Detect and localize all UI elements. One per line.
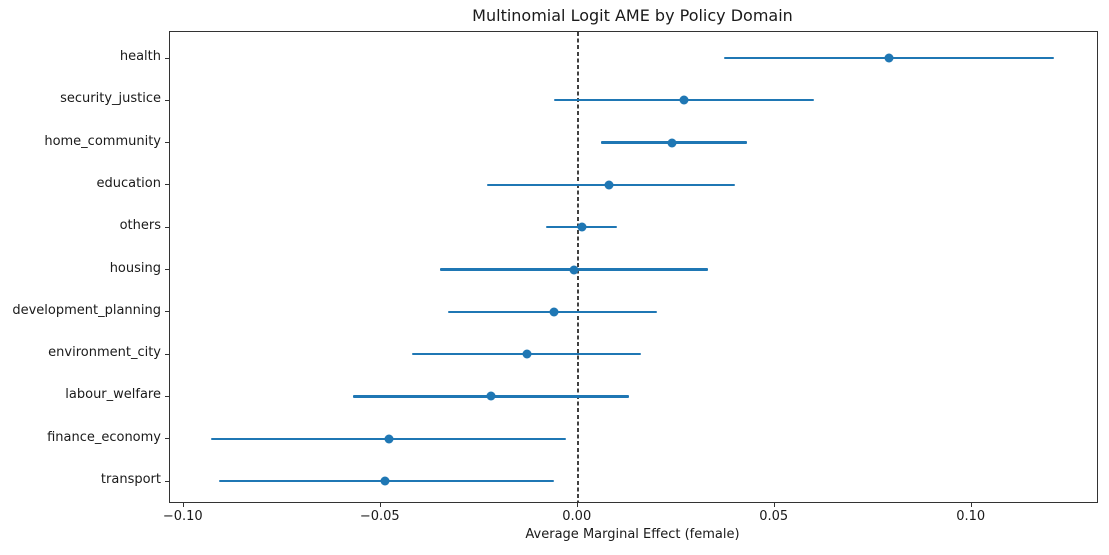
y-tick bbox=[165, 480, 170, 482]
x-tick-label: −0.10 bbox=[162, 509, 203, 524]
y-tick bbox=[165, 142, 170, 144]
y-tick-label: health bbox=[119, 49, 161, 64]
data-point bbox=[604, 180, 614, 190]
y-tick-label: labour_welfare bbox=[65, 387, 161, 403]
y-tick bbox=[165, 99, 170, 101]
data-point bbox=[577, 222, 587, 232]
y-tick bbox=[165, 184, 170, 186]
x-tick bbox=[970, 503, 972, 507]
y-tick-label: home_community bbox=[44, 133, 161, 149]
y-tick bbox=[165, 311, 170, 313]
y-tick bbox=[165, 57, 170, 59]
x-tick-label: 0.00 bbox=[562, 509, 592, 524]
y-tick bbox=[165, 226, 170, 228]
y-tick-label: development_planning bbox=[12, 302, 161, 318]
data-point bbox=[384, 434, 394, 444]
data-point bbox=[486, 391, 496, 401]
data-point bbox=[679, 95, 689, 105]
y-tick-label: security_justice bbox=[60, 91, 161, 107]
y-tick-label: education bbox=[96, 175, 161, 191]
chart-title: Multinomial Logit AME by Policy Domain bbox=[472, 6, 793, 25]
data-point bbox=[522, 349, 532, 359]
y-tick bbox=[165, 395, 170, 397]
y-tick bbox=[165, 438, 170, 440]
data-point bbox=[549, 307, 559, 317]
plot-area bbox=[165, 31, 1098, 503]
y-tick-label: environment_city bbox=[48, 345, 161, 361]
y-tick-label: finance_economy bbox=[47, 429, 161, 445]
x-tick bbox=[379, 503, 381, 507]
y-tick-label: others bbox=[119, 218, 161, 234]
data-point bbox=[884, 53, 894, 63]
x-tick-label: −0.05 bbox=[359, 509, 400, 524]
x-tick bbox=[182, 503, 184, 507]
x-axis-title: Average Marginal Effect (female) bbox=[525, 527, 740, 542]
data-point bbox=[667, 138, 677, 148]
data-point bbox=[380, 476, 390, 486]
y-tick-label: transport bbox=[100, 472, 161, 487]
x-tick bbox=[576, 503, 578, 507]
y-tick-label: housing bbox=[109, 260, 161, 276]
y-tick bbox=[165, 353, 170, 355]
x-tick-label: 0.10 bbox=[956, 509, 986, 524]
data-point bbox=[569, 265, 579, 274]
x-tick bbox=[773, 503, 775, 507]
x-tick-label: 0.05 bbox=[759, 509, 789, 524]
y-tick bbox=[165, 269, 170, 270]
